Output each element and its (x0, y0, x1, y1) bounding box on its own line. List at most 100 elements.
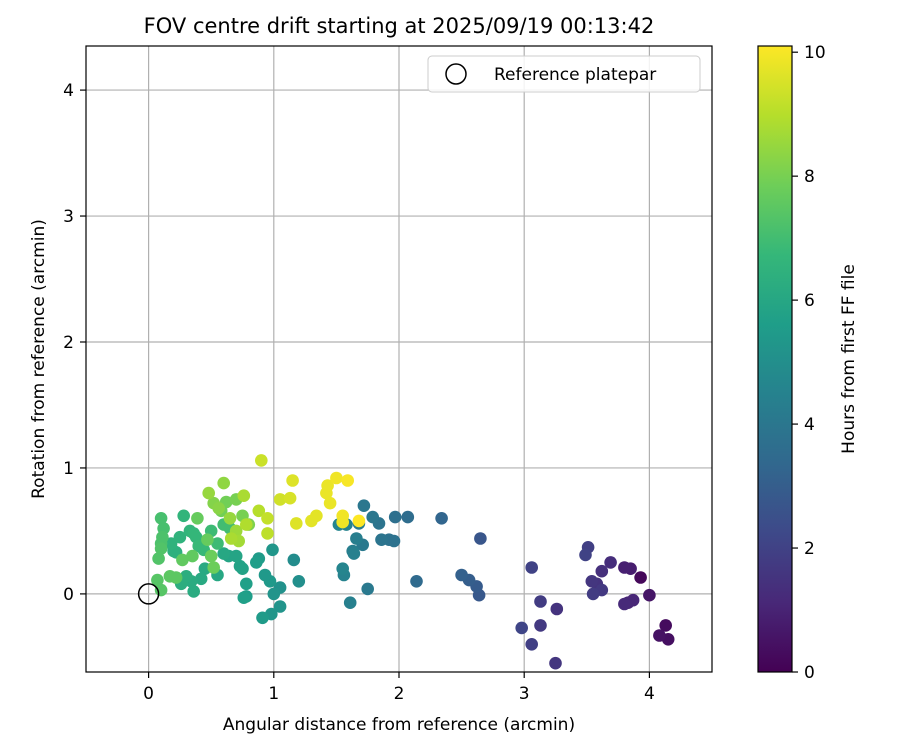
colorbar: 0 2 4 6 8 10 (757, 43, 826, 683)
data-point (361, 582, 375, 596)
legend: Reference platepar (427, 55, 701, 93)
data-point (330, 471, 343, 485)
data-point (653, 629, 666, 642)
data-point (237, 591, 251, 604)
data-point (240, 518, 253, 531)
x-axis-label: Angular distance from reference (arcmin) (223, 715, 575, 735)
data-point (604, 556, 617, 569)
x-tick-label: 4 (644, 684, 655, 704)
reference-platepar-marker (137, 583, 160, 605)
colorbar-tick-label: 4 (804, 415, 815, 435)
data-point (435, 512, 448, 525)
data-points (151, 454, 675, 670)
data-point (240, 577, 253, 591)
legend-reference-marker (445, 63, 467, 85)
data-point (286, 474, 299, 487)
data-point (292, 575, 306, 588)
data-point (217, 476, 230, 490)
data-point (388, 510, 402, 524)
data-point (266, 543, 279, 557)
data-point (341, 474, 355, 487)
data-point (261, 512, 274, 525)
data-point (336, 515, 350, 529)
data-point (204, 549, 218, 563)
colorbar-gradient (758, 46, 792, 672)
chart-title: FOV centre drift starting at 2025/09/19 … (144, 14, 655, 38)
data-point (154, 512, 168, 525)
data-point (290, 517, 303, 530)
data-point (323, 496, 337, 510)
data-point (252, 504, 266, 518)
plot-frame (85, 45, 713, 673)
data-point (357, 499, 371, 512)
data-point (366, 510, 380, 524)
data-point (249, 556, 263, 569)
data-point (258, 568, 272, 582)
x-tick-label: 3 (519, 684, 530, 704)
data-point (455, 568, 468, 582)
data-point (233, 559, 247, 573)
data-point (525, 561, 538, 574)
colorbar-tick-label: 10 (804, 43, 826, 63)
data-point (287, 553, 301, 567)
data-point (164, 537, 178, 550)
data-point (474, 532, 487, 545)
data-point (549, 656, 562, 670)
data-point (336, 562, 350, 575)
data-point (618, 597, 631, 611)
data-point (261, 527, 274, 540)
data-point (201, 533, 214, 546)
data-point (207, 561, 220, 574)
data-point (187, 585, 200, 598)
data-point (579, 548, 592, 562)
data-point (186, 549, 199, 563)
data-point (169, 571, 183, 584)
legend-entry-label: Reference platepar (494, 65, 656, 85)
data-point (194, 572, 208, 586)
y-tick-label: 3 (63, 207, 74, 227)
data-point (267, 587, 281, 601)
data-point (352, 514, 366, 528)
data-point (254, 454, 268, 467)
data-point (256, 611, 269, 625)
data-point (634, 571, 647, 584)
data-point (534, 619, 547, 632)
data-point (191, 512, 204, 525)
data-point (375, 533, 388, 546)
data-point (586, 587, 600, 601)
data-point (550, 602, 564, 616)
data-point (401, 510, 415, 524)
axes: 0 1 2 3 4 0 1 2 3 4 (63, 81, 655, 704)
data-point (410, 575, 423, 588)
data-point (154, 542, 168, 555)
data-point (212, 502, 225, 515)
colorbar-tick-label: 8 (804, 167, 815, 187)
data-point (151, 573, 164, 587)
y-tick-label: 2 (63, 333, 74, 353)
data-point (585, 575, 599, 588)
data-point (595, 564, 609, 578)
y-tick-label: 0 (63, 585, 74, 605)
data-point (202, 486, 215, 500)
data-point (343, 596, 357, 609)
data-point (347, 547, 361, 560)
data-point (177, 509, 190, 523)
data-point (618, 561, 631, 574)
data-point (321, 479, 334, 492)
x-tick-label: 2 (394, 684, 405, 704)
data-point (534, 595, 547, 608)
data-point (515, 621, 528, 635)
data-point (152, 552, 165, 565)
x-tick-label: 0 (143, 684, 154, 704)
data-point (173, 530, 187, 544)
legend-box (427, 55, 701, 93)
data-point (273, 493, 287, 506)
data-point (525, 638, 538, 651)
colorbar-tick-label: 6 (804, 291, 815, 311)
x-tick-label: 1 (268, 684, 279, 704)
data-point (283, 491, 297, 505)
data-point (643, 588, 656, 602)
data-point (310, 509, 323, 523)
data-point (350, 532, 363, 545)
